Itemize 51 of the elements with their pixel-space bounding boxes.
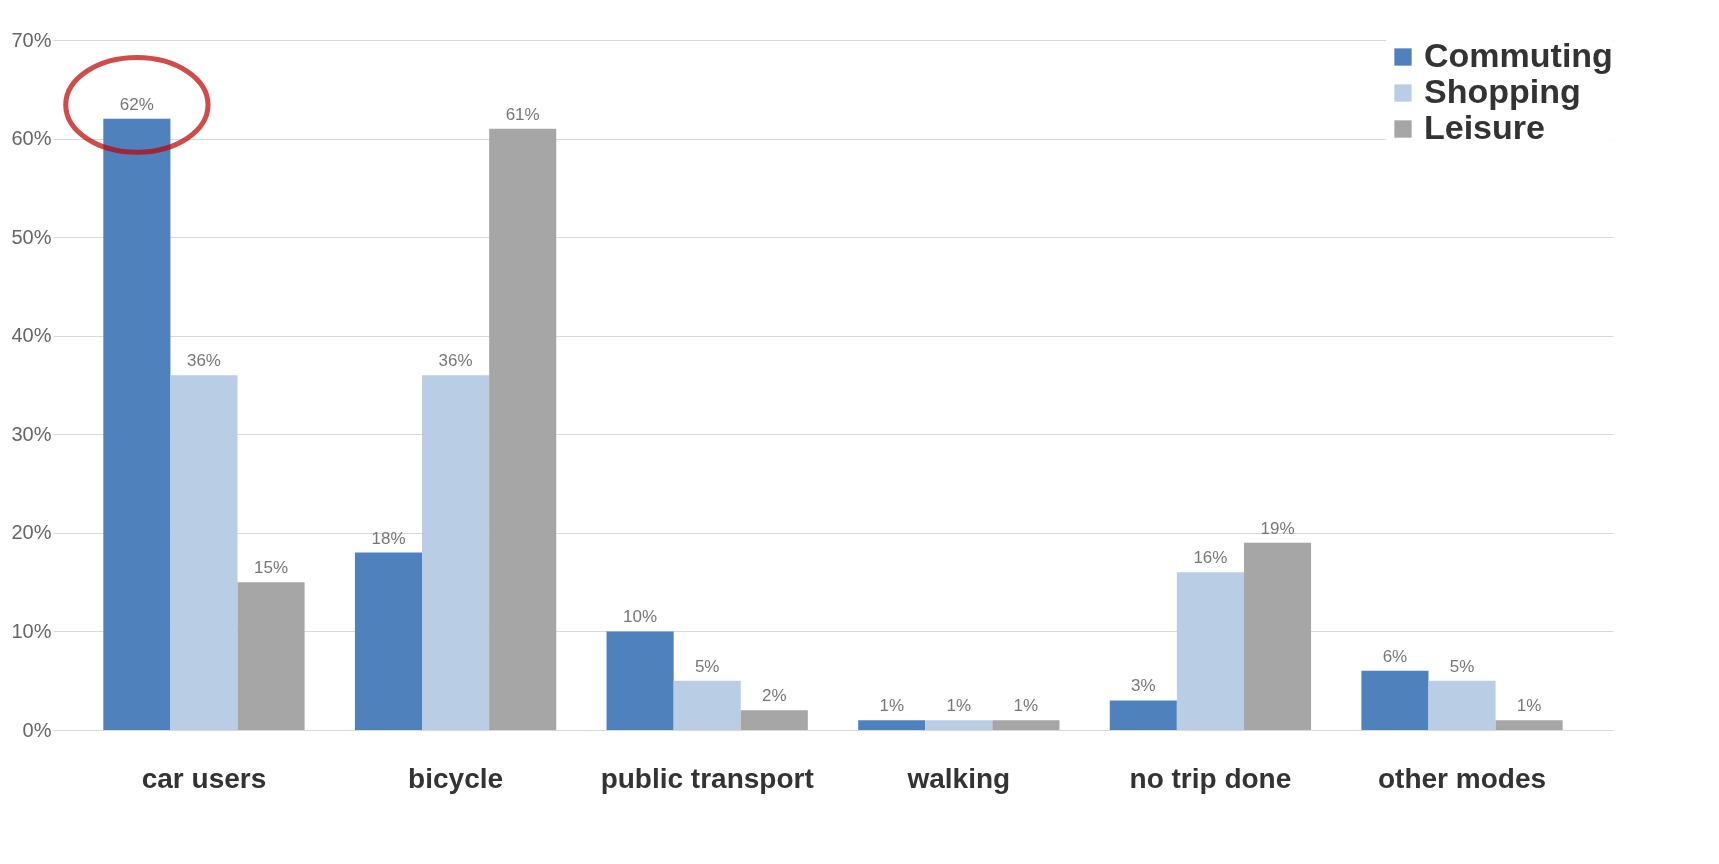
y-tick-label: 60% [11, 127, 52, 150]
y-tick-label: 10% [11, 619, 52, 642]
bar [1495, 720, 1563, 730]
data-label: 36% [186, 351, 221, 371]
x-tick-label: bicycle [408, 762, 504, 794]
bar [1361, 670, 1429, 730]
data-label: 1% [879, 696, 904, 716]
y-tick-label: 20% [11, 521, 52, 544]
x-tick-label: walking [906, 762, 1011, 794]
legend-label: Commuting [1424, 36, 1613, 74]
data-label: 36% [438, 351, 473, 371]
y-tick-label: 40% [11, 324, 52, 347]
data-label: 5% [694, 656, 720, 676]
bar [237, 582, 305, 730]
bar [1109, 700, 1177, 730]
data-label: 2% [762, 686, 787, 706]
bar [1428, 680, 1496, 730]
bar [673, 680, 741, 730]
y-tick-label: 70% [11, 28, 52, 51]
data-label: 6% [1382, 646, 1408, 666]
data-label: 1% [1516, 696, 1542, 716]
data-label: 19% [1260, 518, 1295, 538]
x-tick-label: no trip done [1129, 762, 1292, 794]
legend-label: Shopping [1424, 72, 1581, 110]
data-label: 1% [946, 696, 972, 716]
data-label: 15% [254, 558, 289, 578]
data-label: 62% [119, 94, 154, 114]
data-label: 5% [1449, 656, 1475, 676]
data-label: 16% [1193, 548, 1228, 568]
bar [740, 710, 808, 730]
bar [992, 720, 1060, 730]
bar [858, 720, 926, 730]
y-tick-label: 30% [11, 422, 52, 445]
y-tick-label: 0% [22, 718, 52, 741]
bar [925, 720, 993, 730]
x-tick-label: car users [141, 762, 267, 794]
bar [1176, 572, 1244, 730]
bar [170, 375, 238, 730]
data-label: 3% [1131, 676, 1156, 696]
bar [422, 375, 490, 730]
x-tick-label: other modes [1378, 762, 1547, 794]
y-tick-label: 50% [11, 225, 52, 248]
data-label: 10% [623, 607, 658, 627]
data-label: 18% [371, 528, 406, 548]
bar [606, 631, 674, 730]
data-label: 61% [505, 104, 540, 124]
bar [489, 128, 557, 730]
data-label: 1% [1013, 696, 1039, 716]
x-tick-label: public transport [600, 762, 814, 794]
bar [1243, 542, 1312, 730]
bar [354, 552, 423, 730]
